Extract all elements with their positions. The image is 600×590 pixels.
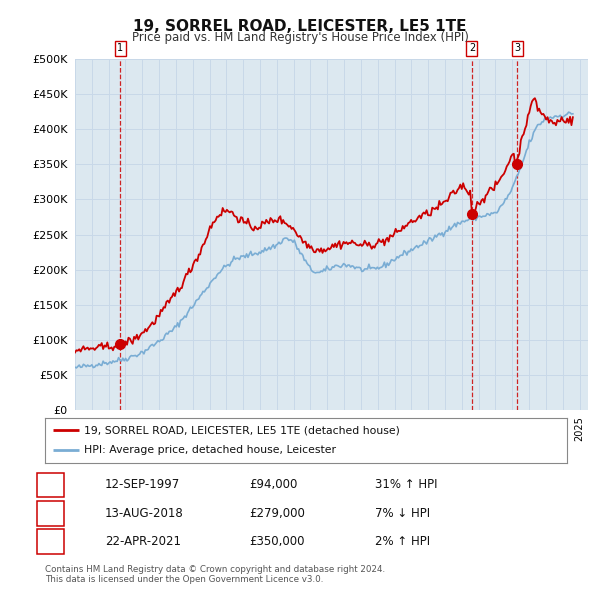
Text: HPI: Average price, detached house, Leicester: HPI: Average price, detached house, Leic… — [84, 445, 336, 455]
Text: £94,000: £94,000 — [249, 478, 298, 491]
Text: 19, SORREL ROAD, LEICESTER, LE5 1TE: 19, SORREL ROAD, LEICESTER, LE5 1TE — [133, 19, 467, 34]
Text: 2: 2 — [47, 507, 54, 520]
Text: £279,000: £279,000 — [249, 507, 305, 520]
Text: 1: 1 — [47, 478, 54, 491]
Text: 22-APR-2021: 22-APR-2021 — [105, 535, 181, 548]
Text: Price paid vs. HM Land Registry's House Price Index (HPI): Price paid vs. HM Land Registry's House … — [131, 31, 469, 44]
Text: 12-SEP-1997: 12-SEP-1997 — [105, 478, 180, 491]
Text: 31% ↑ HPI: 31% ↑ HPI — [375, 478, 437, 491]
Text: 3: 3 — [514, 44, 520, 53]
Text: Contains HM Land Registry data © Crown copyright and database right 2024.
This d: Contains HM Land Registry data © Crown c… — [45, 565, 385, 584]
Text: 13-AUG-2018: 13-AUG-2018 — [105, 507, 184, 520]
Text: 7% ↓ HPI: 7% ↓ HPI — [375, 507, 430, 520]
Text: 2: 2 — [469, 44, 475, 53]
Text: 2% ↑ HPI: 2% ↑ HPI — [375, 535, 430, 548]
Text: 3: 3 — [47, 535, 54, 548]
Text: £350,000: £350,000 — [249, 535, 305, 548]
Text: 1: 1 — [118, 44, 124, 53]
Text: 19, SORREL ROAD, LEICESTER, LE5 1TE (detached house): 19, SORREL ROAD, LEICESTER, LE5 1TE (det… — [84, 425, 400, 435]
